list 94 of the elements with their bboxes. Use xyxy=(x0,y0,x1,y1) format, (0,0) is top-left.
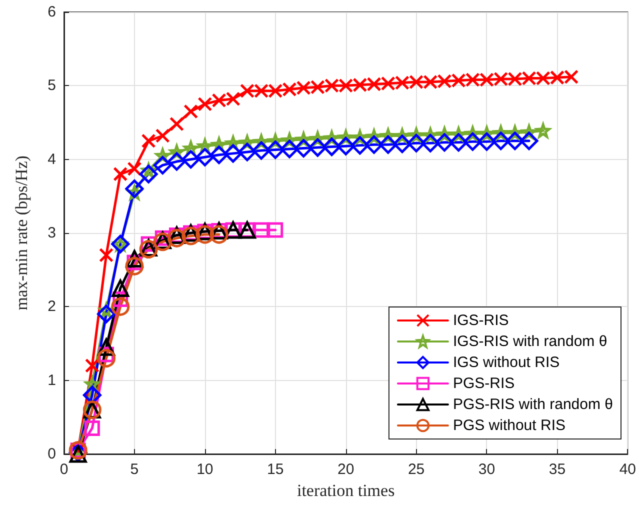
point xyxy=(423,74,438,90)
x-tick-label: 5 xyxy=(130,461,139,478)
point xyxy=(198,96,212,112)
point xyxy=(97,304,116,324)
point xyxy=(366,76,382,92)
x-tick-label: 15 xyxy=(267,461,284,478)
point xyxy=(240,84,254,98)
point xyxy=(212,93,226,108)
point xyxy=(324,78,339,93)
point xyxy=(254,84,269,98)
point xyxy=(141,134,156,148)
point xyxy=(155,128,170,144)
point xyxy=(184,104,198,119)
point xyxy=(153,156,172,174)
point xyxy=(169,116,184,132)
point xyxy=(84,420,100,436)
y-tick-label: 1 xyxy=(48,372,56,389)
point xyxy=(308,138,327,157)
point xyxy=(210,146,228,164)
point xyxy=(378,135,398,154)
point xyxy=(506,132,524,150)
point xyxy=(407,134,426,152)
point xyxy=(392,134,412,154)
point xyxy=(409,74,424,90)
point xyxy=(477,132,496,151)
point xyxy=(125,256,144,276)
legend-label: PGS-RIS xyxy=(452,375,515,392)
point xyxy=(254,222,270,238)
x-tick-label: 25 xyxy=(408,461,425,478)
point xyxy=(139,164,158,184)
x-tick-label: 20 xyxy=(337,461,354,478)
point xyxy=(364,135,384,154)
point xyxy=(338,78,354,93)
point xyxy=(125,180,144,198)
point xyxy=(266,140,285,160)
legend-label: IGS without RIS xyxy=(452,354,560,371)
point xyxy=(294,139,313,158)
y-axis-title: max-min rate (bps/Hz) xyxy=(12,156,31,310)
point xyxy=(451,73,466,88)
point xyxy=(394,75,410,90)
point xyxy=(336,136,356,156)
point xyxy=(437,74,452,88)
point xyxy=(282,82,297,97)
y-tick-label: 3 xyxy=(48,224,56,242)
x-tick-label: 40 xyxy=(619,461,636,478)
point xyxy=(224,144,242,163)
x-tick-label: 35 xyxy=(548,461,566,478)
point xyxy=(520,132,538,150)
point xyxy=(421,134,440,152)
point xyxy=(465,72,480,88)
y-tick-label: 2 xyxy=(48,298,56,316)
point xyxy=(196,148,214,166)
point xyxy=(350,136,370,155)
point xyxy=(352,78,368,92)
x-tick-label: 30 xyxy=(478,461,496,478)
point xyxy=(99,248,114,262)
point xyxy=(97,348,116,368)
point xyxy=(449,133,468,152)
point xyxy=(310,80,325,94)
point xyxy=(252,141,271,160)
point xyxy=(536,71,550,86)
point xyxy=(280,140,299,158)
point xyxy=(167,152,186,171)
y-tick-label: 0 xyxy=(48,446,56,462)
y-tick-label: 4 xyxy=(48,150,56,168)
point xyxy=(479,72,494,88)
point xyxy=(322,138,341,156)
point xyxy=(463,132,482,151)
point xyxy=(296,80,311,96)
point xyxy=(494,72,508,86)
x-tick-label: 0 xyxy=(60,461,68,478)
point xyxy=(380,76,396,91)
point xyxy=(268,222,284,238)
legend-label: PGS-RIS with random θ xyxy=(452,396,614,413)
point xyxy=(550,70,564,85)
y-tick-label: 5 xyxy=(48,77,56,94)
point xyxy=(268,84,283,98)
point xyxy=(522,71,536,86)
legend-label: PGS without RIS xyxy=(452,417,566,434)
legend-label: IGS-RIS xyxy=(452,312,509,329)
point xyxy=(112,280,130,297)
point xyxy=(111,297,130,316)
legend-label: IGS-RIS with random θ xyxy=(452,333,608,350)
point xyxy=(113,166,128,182)
point xyxy=(238,142,256,162)
point xyxy=(564,70,579,84)
point xyxy=(226,92,240,106)
x-tick-label: 10 xyxy=(196,461,214,478)
point xyxy=(508,72,522,86)
y-tick-label: 6 xyxy=(48,4,56,20)
point xyxy=(182,150,200,169)
point xyxy=(492,132,510,150)
x-axis-title: iteration times xyxy=(296,481,395,500)
point xyxy=(435,133,454,152)
